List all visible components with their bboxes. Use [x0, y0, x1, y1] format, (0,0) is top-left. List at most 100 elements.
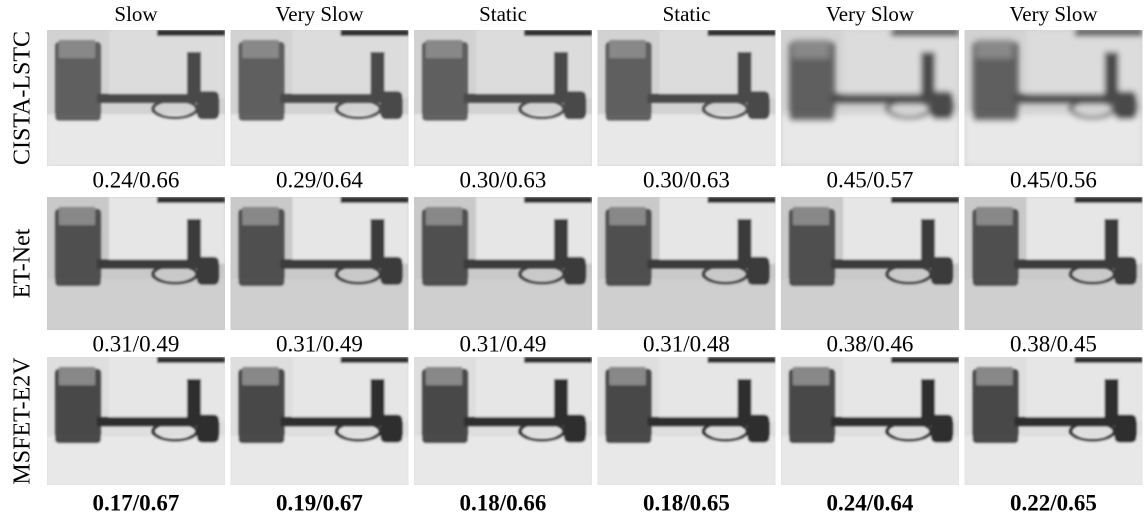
- table-surface: [414, 114, 592, 166]
- metric-value: 0.31/0.49: [460, 331, 547, 356]
- metric-value: 0.17/0.67: [93, 490, 180, 515]
- image-content: [598, 197, 776, 330]
- bar-object: [464, 260, 564, 269]
- image-content: [598, 357, 776, 485]
- cup-label: [610, 207, 646, 225]
- wall: [660, 30, 776, 98]
- column-header: Very Slow: [826, 2, 915, 26]
- image-cell: [781, 30, 959, 166]
- wall: [293, 30, 409, 98]
- mug: [564, 415, 586, 443]
- cup-label: [243, 40, 279, 58]
- table-surface: [965, 436, 1143, 485]
- image-cell: [965, 357, 1143, 485]
- top-edge: [341, 357, 409, 363]
- mug: [381, 257, 403, 285]
- metric-value: 0.31/0.49: [93, 331, 180, 356]
- table-surface: [598, 114, 776, 166]
- metric-value: 0.31/0.49: [276, 331, 363, 356]
- metric-value: 0.45/0.57: [827, 167, 914, 192]
- mug: [931, 415, 953, 443]
- metric-value: 0.45/0.56: [1010, 167, 1097, 192]
- image-cell: [965, 30, 1143, 166]
- mug: [564, 91, 586, 119]
- column-header: Static: [479, 2, 527, 26]
- cup-label: [793, 367, 829, 385]
- mug: [748, 257, 770, 285]
- image-cell: [781, 197, 959, 330]
- metric-value: 0.19/0.67: [276, 490, 363, 515]
- image-cell: [965, 197, 1143, 330]
- table-surface: [965, 114, 1143, 166]
- cup-label: [977, 40, 1013, 58]
- wall: [293, 357, 409, 421]
- table-surface: [598, 436, 776, 485]
- image-content: [781, 357, 959, 485]
- mug: [748, 415, 770, 443]
- bar-object: [97, 260, 197, 269]
- table-surface: [47, 436, 225, 485]
- cup-label: [243, 367, 279, 385]
- metric-value: 0.22/0.65: [1010, 490, 1097, 515]
- cup-label: [610, 367, 646, 385]
- top-edge: [524, 197, 592, 203]
- top-edge: [157, 197, 225, 203]
- wall: [476, 197, 592, 264]
- metric-value: 0.38/0.45: [1010, 331, 1097, 356]
- image-content: [414, 30, 592, 166]
- image-content: [414, 197, 592, 330]
- wall: [660, 357, 776, 421]
- cup-label: [426, 207, 462, 225]
- top-edge: [524, 30, 592, 36]
- table-surface: [231, 114, 409, 166]
- image-cell: [781, 357, 959, 485]
- top-edge: [157, 357, 225, 363]
- mug: [748, 91, 770, 119]
- cup-label: [977, 207, 1013, 225]
- top-edge: [891, 30, 959, 36]
- top-edge: [341, 197, 409, 203]
- metric-value: 0.30/0.63: [460, 167, 547, 192]
- image-cell: [414, 30, 592, 166]
- wall: [1027, 197, 1143, 264]
- image-content: [781, 197, 959, 330]
- cup-label: [59, 40, 95, 58]
- mug: [1115, 91, 1137, 119]
- wall: [1027, 30, 1143, 98]
- mug: [931, 257, 953, 285]
- top-edge: [891, 357, 959, 363]
- image-cell: [231, 30, 409, 166]
- column-header: Very Slow: [1009, 2, 1098, 26]
- image-content: [781, 30, 959, 166]
- table-surface: [231, 279, 409, 330]
- top-edge: [157, 30, 225, 36]
- row-label: CISTA-LSTC: [10, 31, 36, 165]
- mug: [197, 91, 219, 119]
- image-cell: [414, 357, 592, 485]
- wall: [843, 197, 959, 264]
- table-surface: [414, 436, 592, 485]
- bar-object: [831, 260, 931, 269]
- mug: [197, 257, 219, 285]
- image-cell: [231, 197, 409, 330]
- top-edge: [1075, 357, 1143, 363]
- image-cell: [47, 30, 225, 166]
- bar-object: [1015, 260, 1115, 269]
- image-content: [231, 197, 409, 330]
- top-edge: [708, 357, 776, 363]
- column-header: Slow: [114, 2, 158, 26]
- wall: [109, 197, 225, 264]
- cup-label: [793, 40, 829, 58]
- image-cell: [231, 357, 409, 485]
- wall: [109, 357, 225, 421]
- table-surface: [965, 279, 1143, 330]
- top-edge: [708, 30, 776, 36]
- mug: [931, 91, 953, 119]
- mug: [1115, 257, 1137, 285]
- image-cell: [47, 357, 225, 485]
- table-surface: [781, 114, 959, 166]
- cup-label: [243, 207, 279, 225]
- mug: [197, 415, 219, 443]
- image-cell: [598, 357, 776, 485]
- image-cell: [47, 197, 225, 330]
